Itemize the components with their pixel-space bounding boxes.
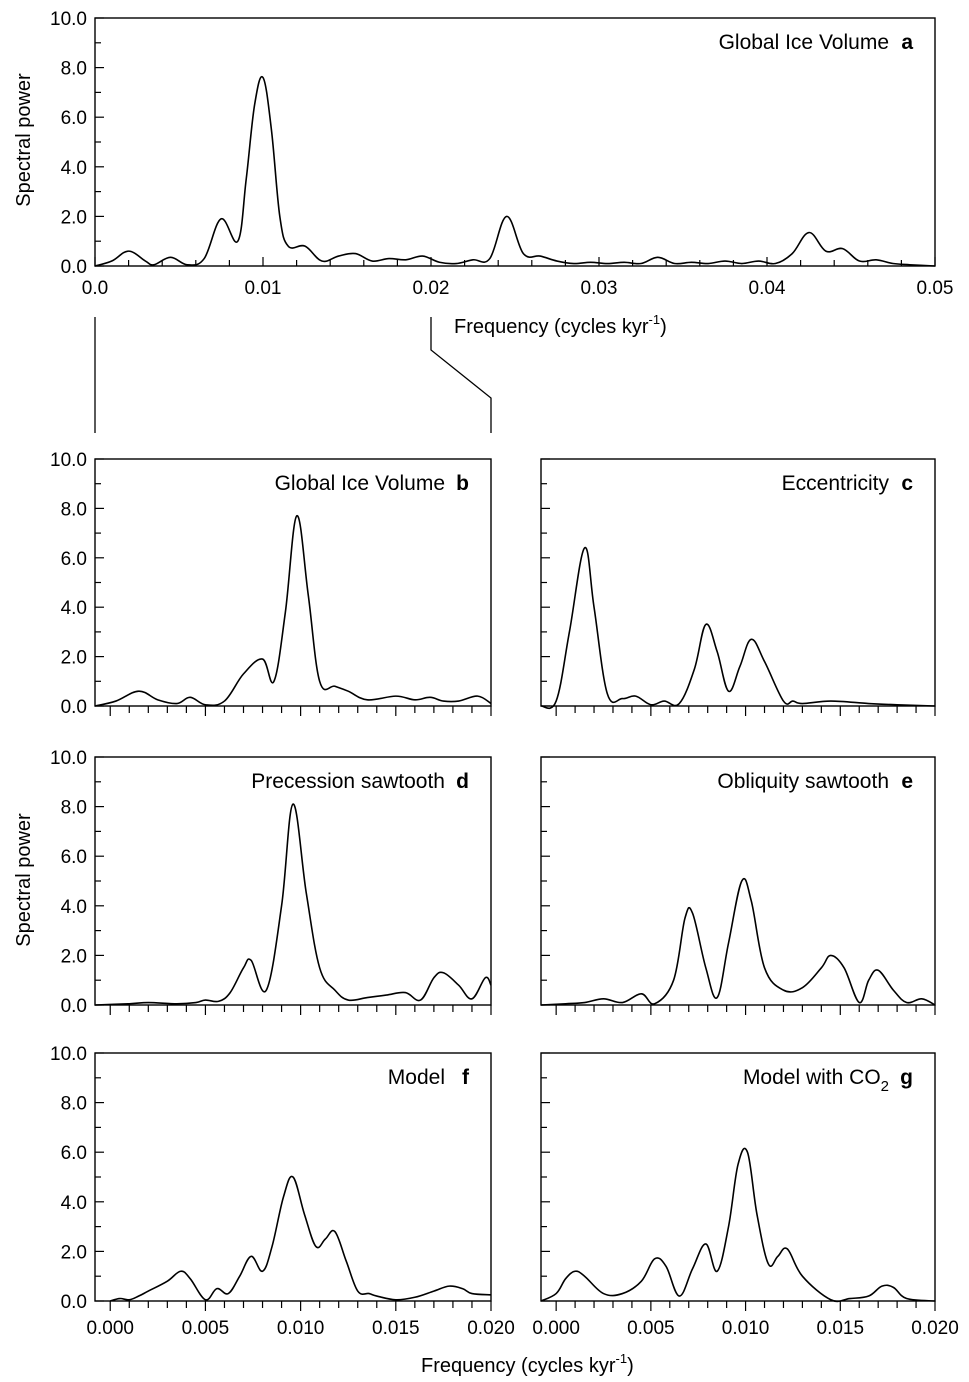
panel-title: Precession sawtooth bbox=[251, 770, 445, 793]
x-tick-label: 0.020 bbox=[467, 1318, 515, 1339]
y-tick-label: 0.0 bbox=[61, 996, 87, 1017]
spectrum-curve bbox=[110, 1175, 492, 1302]
y-tick-label: 8.0 bbox=[61, 499, 87, 520]
panel-c: c Eccentricity bbox=[540, 458, 936, 716]
panel-b: 0.0 2.0 4.0 6.0 8.0 10.0 b Global Ice Volume bbox=[50, 450, 492, 718]
y-tick-label: 2.0 bbox=[61, 946, 87, 967]
x-tick-label: 0.000 bbox=[86, 1318, 134, 1339]
y-tick-label: 8.0 bbox=[61, 59, 87, 80]
y-axis-title-middle: Spectral power bbox=[13, 813, 35, 947]
plot-frame bbox=[94, 458, 492, 707]
panel-letter: g bbox=[900, 1066, 913, 1089]
panel-letter: d bbox=[456, 770, 469, 793]
x-axis-title-main: Frequency (cycles kyr bbox=[454, 316, 649, 338]
plot-frame bbox=[540, 756, 936, 1006]
x-axis-title-tail: ) bbox=[627, 1355, 634, 1377]
y-tick-label: 2.0 bbox=[61, 207, 87, 228]
spectrum-curve bbox=[540, 1147, 936, 1303]
y-tick-label: 10.0 bbox=[50, 450, 87, 471]
panel-letter: c bbox=[901, 472, 913, 495]
y-tick-label: 6.0 bbox=[61, 1143, 87, 1164]
y-axis-title-top: Spectral power bbox=[13, 73, 35, 207]
y-tick-label: 4.0 bbox=[61, 158, 87, 179]
y-tick-label: 10.0 bbox=[50, 1044, 87, 1065]
y-tick-label: 8.0 bbox=[61, 1094, 87, 1115]
x-tick-label: 0.03 bbox=[581, 278, 618, 299]
panel-letter: a bbox=[901, 31, 913, 54]
y-tick-label: 10.0 bbox=[50, 748, 87, 769]
panel-e: e Obliquity sawtooth bbox=[540, 756, 936, 1015]
panel-title: Global Ice Volume bbox=[719, 31, 889, 54]
panel-title: Eccentricity bbox=[782, 472, 890, 495]
x-axis-title-exponent: -1 bbox=[616, 1351, 628, 1366]
panel-title: Model with CO2 bbox=[743, 1066, 889, 1095]
spectrum-curve bbox=[94, 515, 492, 707]
x-tick-label: 0.015 bbox=[817, 1318, 865, 1339]
panel-title-subscript: 2 bbox=[881, 1078, 889, 1095]
panel-a: 0.0 2.0 4.0 6.0 8.0 10.0 0.0 0.01 0.02 0.03 0.04 0.… bbox=[50, 9, 953, 299]
panel-letter: b bbox=[456, 472, 469, 495]
spectrum-curve bbox=[94, 75, 936, 267]
x-axis-title-bottom: Frequency (cycles kyr-1) bbox=[421, 1351, 634, 1377]
y-tick-label: 0.0 bbox=[61, 1292, 87, 1313]
x-tick-label: 0.02 bbox=[413, 278, 450, 299]
x-tick-label: 0.01 bbox=[245, 278, 282, 299]
x-tick-label: 0.010 bbox=[722, 1318, 770, 1339]
zoom-connector bbox=[94, 317, 492, 433]
panel-f: 0.0 2.0 4.0 6.0 8.0 10.0 0.000 0.005 0.010 0.015 0… bbox=[50, 1044, 515, 1339]
y-tick-label: 8.0 bbox=[61, 798, 87, 819]
panel-title: Global Ice Volume bbox=[275, 472, 445, 495]
y-tick-label: 0.0 bbox=[61, 257, 87, 278]
spectrum-curve bbox=[540, 547, 936, 710]
spectrum-curve bbox=[94, 803, 492, 1006]
x-tick-label: 0.010 bbox=[277, 1318, 325, 1339]
plot-frame bbox=[540, 458, 936, 707]
spectrum-curve bbox=[540, 877, 936, 1006]
plot-frame bbox=[94, 756, 492, 1006]
x-tick-label: 0.0 bbox=[82, 278, 108, 299]
plot-frame bbox=[540, 1052, 936, 1302]
y-tick-label: 4.0 bbox=[61, 598, 87, 619]
x-axis-title-main: Frequency (cycles kyr bbox=[421, 1355, 616, 1377]
x-tick-label: 0.005 bbox=[627, 1318, 675, 1339]
y-tick-label: 10.0 bbox=[50, 9, 87, 30]
panel-title: Model bbox=[388, 1066, 445, 1089]
x-tick-label: 0.000 bbox=[532, 1318, 580, 1339]
y-tick-label: 0.0 bbox=[61, 697, 87, 718]
x-axis-title-top: Frequency (cycles kyr-1) bbox=[454, 312, 667, 338]
y-tick-label: 6.0 bbox=[61, 549, 87, 570]
panel-letter: e bbox=[901, 770, 913, 793]
x-axis-title-exponent: -1 bbox=[649, 312, 661, 327]
plot-frame bbox=[94, 17, 936, 267]
x-tick-label: 0.04 bbox=[749, 278, 786, 299]
y-tick-label: 4.0 bbox=[61, 1193, 87, 1214]
y-tick-label: 6.0 bbox=[61, 108, 87, 129]
x-tick-label: 0.020 bbox=[911, 1318, 959, 1339]
panel-title-main: Model with CO bbox=[743, 1066, 881, 1089]
y-tick-label: 2.0 bbox=[61, 648, 87, 669]
x-axis-title-tail: ) bbox=[660, 316, 667, 338]
y-tick-label: 2.0 bbox=[61, 1242, 87, 1263]
panel-g: 0.000 0.005 0.010 0.015 0.020 g Model with CO2 bbox=[532, 1052, 959, 1339]
panel-d: 0.0 2.0 4.0 6.0 8.0 10.0 d Precession sawtooth bbox=[50, 748, 492, 1017]
x-tick-label: 0.015 bbox=[372, 1318, 420, 1339]
panel-title: Obliquity sawtooth bbox=[717, 770, 889, 793]
x-tick-label: 0.05 bbox=[917, 278, 954, 299]
y-tick-label: 4.0 bbox=[61, 897, 87, 918]
panel-letter: f bbox=[462, 1066, 470, 1089]
x-tick-label: 0.005 bbox=[182, 1318, 230, 1339]
zoom-line-right bbox=[430, 317, 492, 433]
y-tick-label: 6.0 bbox=[61, 847, 87, 868]
